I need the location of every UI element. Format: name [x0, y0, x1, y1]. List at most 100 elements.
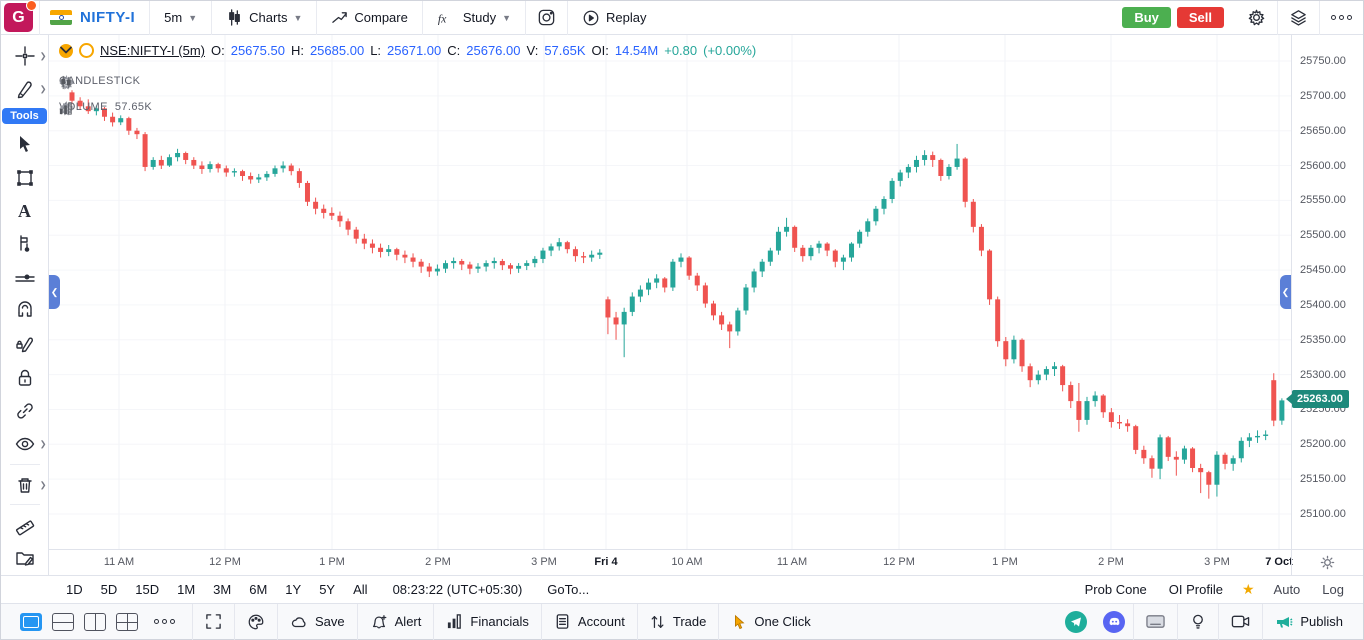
log-scale-toggle[interactable]: Log [1322, 582, 1344, 597]
range-6m[interactable]: 6M [249, 582, 268, 597]
range-all[interactable]: All [353, 582, 368, 597]
settings-button[interactable] [1236, 1, 1277, 35]
trend-line-tool[interactable]: ❯ [6, 72, 47, 105]
chevron-down-icon: ▼ [188, 12, 198, 23]
study-menu[interactable]: fx Study ▼ [423, 1, 525, 35]
layout-split-vertical-button[interactable] [84, 612, 106, 631]
gear-icon [1248, 9, 1265, 26]
range-1y[interactable]: 1Y [285, 582, 302, 597]
ideas-button[interactable] [1178, 604, 1218, 640]
hide-drawings-tool[interactable]: ❯ [6, 428, 47, 461]
favorite-star-icon[interactable]: ★ [1241, 581, 1255, 597]
drawings-folder-tool[interactable] [6, 542, 44, 575]
horizontal-line-tool[interactable] [6, 261, 44, 294]
time-tick-label: 2 PM [425, 556, 451, 569]
text-tool[interactable]: A [6, 194, 44, 227]
range-5y[interactable]: 5Y [319, 582, 336, 597]
trade-button[interactable]: Trade [638, 604, 718, 640]
range-1m[interactable]: 1M [177, 582, 196, 597]
open-value: 25675.50 [230, 43, 285, 58]
price-tick-label: 25100.00 [1300, 508, 1346, 520]
submenu-arrow-icon: ❯ [39, 84, 47, 94]
discord-button[interactable] [1103, 610, 1126, 633]
oi-profile-button[interactable]: OI Profile [1168, 582, 1223, 597]
divider [1319, 0, 1320, 35]
replay-button[interactable]: Replay [568, 1, 660, 35]
range-5d[interactable]: 5D [100, 582, 118, 597]
remove-drawings-tool[interactable]: ❯ [6, 468, 47, 501]
price-range-tool[interactable] [6, 228, 44, 261]
time-axis[interactable]: 11 AM 12 PM 1 PM 2 PM 3 PM Fri 4 10 AM 11 AM 12 … [49, 549, 1293, 575]
megaphone-icon [1277, 616, 1293, 627]
time-tick-label: 12 PM [209, 556, 241, 569]
price-tick-label: 25150.00 [1300, 473, 1346, 486]
range-3m[interactable]: 3M [213, 582, 232, 597]
prob-cone-button[interactable]: Prob Cone [1084, 582, 1147, 597]
crosshair-tool[interactable]: ❯ [6, 39, 47, 72]
layout-more-button[interactable] [143, 605, 186, 639]
chart-type-menu[interactable]: Charts ▼ [212, 1, 316, 35]
bar-chart-icon [448, 614, 462, 629]
divider [1262, 603, 1264, 640]
rectangle-tool[interactable] [6, 161, 44, 194]
cursor-tool[interactable] [6, 128, 44, 161]
auto-scale-toggle[interactable]: Auto [1273, 582, 1301, 597]
keyboard-shortcuts-button[interactable] [1134, 604, 1177, 640]
symbol-title[interactable]: NIFTY-I [80, 9, 136, 26]
price-axis[interactable]: 25750.00 25700.00 25650.00 25600.00 25550.00… [1291, 35, 1363, 575]
buy-button[interactable]: Buy [1122, 7, 1171, 28]
screen-record-button[interactable] [1219, 604, 1262, 640]
axis-collapse-handle[interactable]: ❮ [1280, 275, 1291, 309]
collapse-chevron-icon[interactable] [59, 43, 73, 57]
layers-button[interactable] [1278, 1, 1319, 35]
lock-all-tool[interactable] [6, 361, 44, 394]
candlestick-type-icon[interactable] [59, 75, 73, 90]
sell-button[interactable]: Sell [1176, 7, 1224, 28]
layout-split-horizontal-button[interactable] [52, 612, 74, 631]
financials-label: Financials [470, 614, 529, 629]
candlestick-icon [229, 9, 241, 26]
range-15d[interactable]: 15D [135, 582, 160, 597]
one-click-button[interactable]: One Click [719, 604, 822, 640]
broker-dot-icon[interactable] [59, 43, 73, 58]
chart-plot[interactable]: NSE:NIFTY-I (5m) O: 25675.50 H: 25685.00 L… [49, 35, 1291, 550]
link-tool[interactable] [6, 394, 44, 427]
lock-drawings-tool[interactable] [6, 328, 44, 361]
divider [234, 603, 235, 640]
layout-single-button[interactable] [20, 612, 42, 631]
financials-button[interactable]: Financials [434, 604, 541, 640]
measure-tool[interactable] [6, 508, 44, 541]
submenu-arrow-icon: ❯ [39, 51, 47, 61]
toolbar-collapse-handle[interactable]: ❮ [49, 275, 60, 309]
ruler-icon [15, 520, 34, 536]
divider [211, 0, 213, 35]
theme-button[interactable] [235, 604, 277, 640]
broker-logo[interactable]: G [4, 0, 37, 32]
goto-button[interactable]: GoTo... [547, 582, 590, 597]
price-tick-label: 25500.00 [1300, 229, 1346, 242]
publish-button[interactable]: Publish [1263, 604, 1355, 640]
price-tick-label: 25750.00 [1300, 55, 1346, 67]
account-button[interactable]: Account [542, 604, 637, 640]
range-1d[interactable]: 1D [66, 582, 83, 597]
refresh-coin-icon[interactable] [79, 43, 94, 58]
alert-button[interactable]: Alert [358, 604, 434, 640]
divider [567, 0, 569, 35]
clock[interactable]: 08:23:22 (UTC+05:30) [392, 582, 523, 597]
symbol-link[interactable]: NSE:NIFTY-I (5m) [100, 43, 205, 58]
more-options-button[interactable] [1320, 1, 1363, 35]
histogram-icon[interactable] [59, 101, 73, 115]
telegram-button[interactable] [1065, 610, 1088, 633]
save-button[interactable]: Save [278, 604, 357, 640]
snapshot-button[interactable] [526, 1, 567, 35]
layout-quad-button[interactable] [116, 612, 138, 631]
alert-label: Alert [394, 614, 422, 629]
compare-button[interactable]: Compare [317, 1, 421, 35]
axis-settings-corner[interactable] [1292, 549, 1363, 575]
magnet-tool[interactable] [6, 294, 44, 327]
fx-icon: fx [438, 11, 447, 25]
interval-selector[interactable]: 5m ▼ [150, 1, 211, 35]
sun-settings-icon [1320, 555, 1335, 570]
fullscreen-button[interactable] [193, 604, 234, 640]
